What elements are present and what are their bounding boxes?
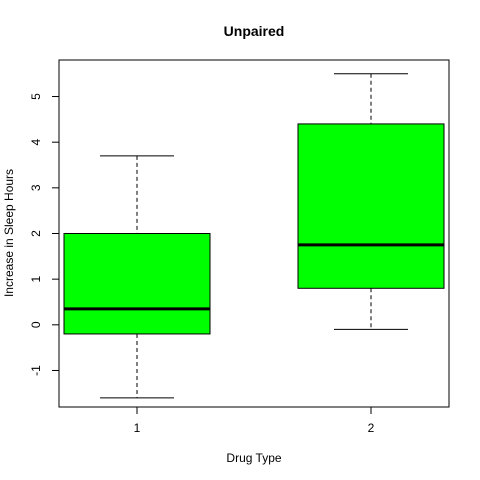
y-axis-label: Increase in Sleep Hours — [2, 169, 16, 297]
box-group — [63, 155, 211, 399]
x-tick-label: 2 — [368, 421, 375, 435]
boxes-layer — [63, 73, 445, 399]
y-tick-label: 1 — [29, 276, 43, 283]
chart-title: Unpaired — [224, 23, 285, 39]
y-tick-label: 3 — [29, 184, 43, 191]
y-tick-label: 5 — [29, 93, 43, 100]
y-axis: -1 0 1 2 3 4 5 — [29, 93, 59, 376]
y-tick-label: 4 — [29, 139, 43, 146]
y-tick-label: 0 — [29, 321, 43, 328]
x-axis-label: Drug Type — [226, 451, 281, 465]
y-tick-label: 2 — [29, 230, 43, 237]
box — [63, 233, 211, 335]
box — [297, 123, 445, 289]
x-tick-label: 1 — [134, 421, 141, 435]
y-tick-label: -1 — [29, 365, 43, 376]
box-group — [297, 73, 445, 330]
